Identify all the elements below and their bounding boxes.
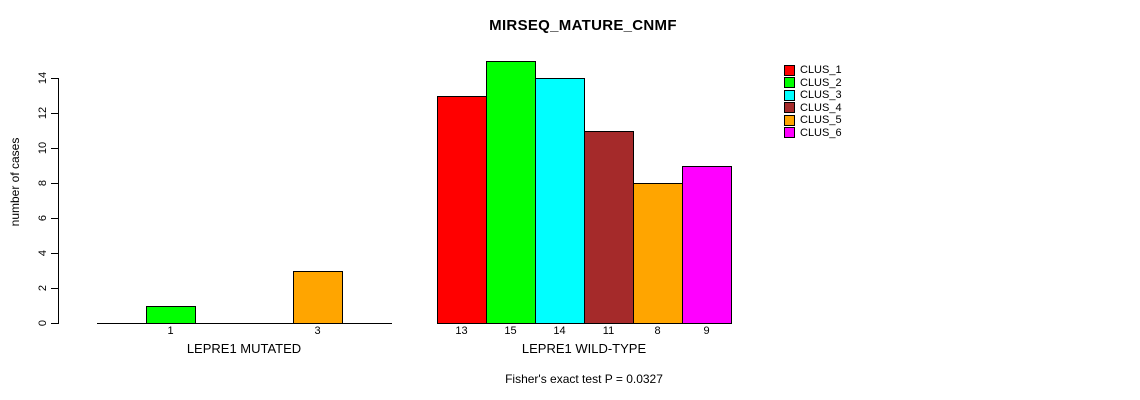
bar-value-label: 3	[314, 325, 321, 337]
legend-swatch-CLUS_6	[784, 127, 795, 138]
chart-title: MIRSEQ_MATURE_CNMF	[489, 17, 677, 34]
bar-value-label: 8	[654, 325, 661, 337]
legend-label: CLUS_3	[800, 89, 842, 101]
y-tick	[51, 288, 59, 289]
bar-value-label: 1	[167, 325, 174, 337]
y-tick-label: 0	[37, 319, 49, 327]
bar-CLUS_5	[293, 270, 343, 324]
legend-label: CLUS_2	[800, 76, 842, 89]
bar-value-label: 9	[703, 325, 710, 337]
y-tick	[51, 148, 59, 149]
legend-item: CLUS_6	[784, 127, 842, 139]
y-tick-label: 8	[37, 179, 49, 187]
bar-CLUS_2	[486, 60, 536, 324]
y-tick-label: 10	[37, 141, 49, 155]
bar-CLUS_1	[437, 95, 487, 324]
y-tick-label: 6	[37, 214, 49, 222]
y-tick	[51, 323, 59, 324]
y-tick-label: 4	[37, 249, 49, 257]
group-label: LEPRE1 WILD-TYPE	[521, 341, 647, 356]
y-axis-line	[58, 78, 59, 324]
bar-value-label: 13	[455, 325, 468, 337]
legend-item: CLUS_3	[784, 89, 842, 101]
y-tick-label: 14	[37, 71, 49, 85]
y-tick	[51, 183, 59, 184]
legend-swatch-CLUS_1	[784, 64, 795, 76]
y-tick-label: 12	[37, 106, 49, 120]
legend-swatch-CLUS_2	[784, 77, 795, 88]
fisher-test-annotation: Fisher's exact test P = 0.0327	[505, 372, 663, 386]
group-label: LEPRE1 MUTATED	[186, 341, 302, 356]
legend-item: CLUS_5	[784, 114, 842, 126]
legend-swatch-CLUS_3	[784, 89, 795, 101]
legend-swatch-CLUS_4	[784, 102, 795, 113]
bar-CLUS_2	[146, 305, 196, 324]
legend-label: CLUS_6	[800, 126, 842, 139]
bar-CLUS_6	[682, 165, 732, 324]
legend-label: CLUS_4	[800, 101, 842, 114]
bar-CLUS_4	[584, 130, 634, 324]
bar-CLUS_3	[535, 78, 585, 324]
legend-item: CLUS_4	[784, 102, 842, 114]
bar-value-label: 14	[553, 325, 566, 337]
legend-label: CLUS_1	[800, 64, 842, 76]
y-tick	[51, 218, 59, 219]
legend-swatch-CLUS_5	[784, 114, 795, 126]
legend-item: CLUS_2	[784, 77, 842, 89]
bar-value-label: 11	[602, 325, 615, 337]
bar-CLUS_5	[633, 183, 683, 324]
y-tick-label: 2	[37, 284, 49, 292]
y-tick	[51, 78, 59, 79]
y-tick	[51, 113, 59, 114]
y-tick	[51, 253, 59, 254]
y-axis-title-text: number of cases	[8, 137, 22, 227]
x-baseline	[97, 323, 392, 324]
legend-label: CLUS_5	[800, 114, 842, 126]
legend-item: CLUS_1	[784, 64, 842, 76]
bar-value-label: 15	[504, 325, 517, 337]
